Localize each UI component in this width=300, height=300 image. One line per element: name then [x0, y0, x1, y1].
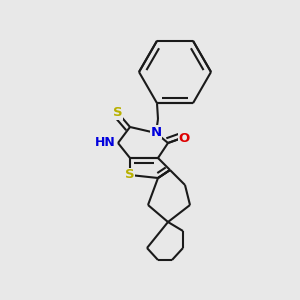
- Text: S: S: [113, 106, 123, 119]
- Text: HN: HN: [95, 136, 116, 149]
- Text: S: S: [125, 169, 135, 182]
- Text: O: O: [178, 131, 190, 145]
- Text: N: N: [150, 125, 162, 139]
